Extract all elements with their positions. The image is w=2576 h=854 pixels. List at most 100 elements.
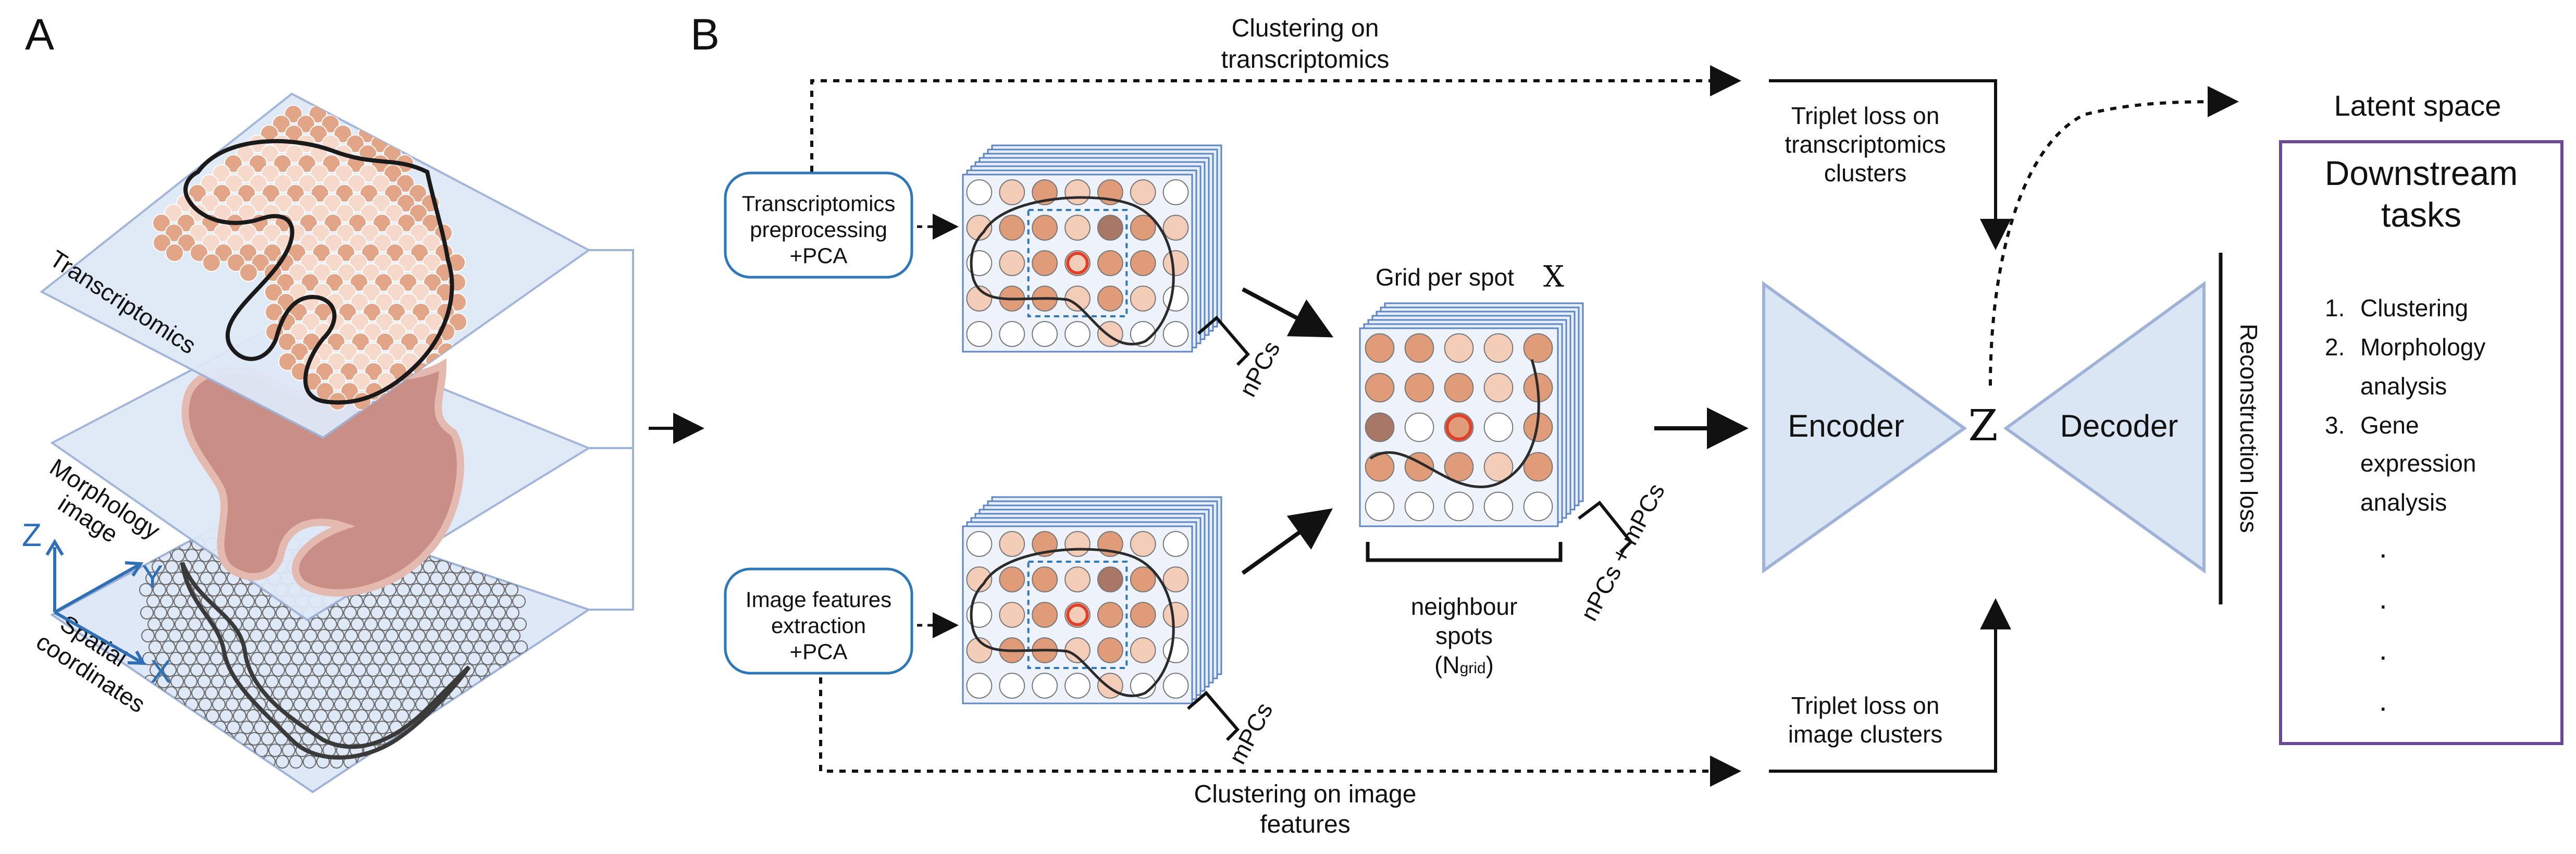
spot (476, 686, 489, 700)
axis-x-label: X (150, 654, 171, 690)
spot (326, 663, 339, 677)
spot (367, 686, 381, 700)
spot (499, 595, 512, 608)
dotted-arrow-image (819, 677, 1741, 787)
spot (187, 744, 201, 757)
spot (153, 583, 166, 597)
spot (497, 549, 510, 562)
spot (394, 686, 408, 700)
spot (1064, 531, 1091, 557)
task-3-line1: Gene (2360, 412, 2419, 439)
spot (440, 652, 454, 665)
spot (478, 732, 491, 746)
spot (434, 663, 448, 677)
spot (352, 640, 365, 654)
spot (154, 606, 167, 620)
spot (443, 721, 457, 734)
spot (139, 732, 153, 746)
spot (490, 560, 504, 574)
triplet-trans-1: Triplet loss on (1791, 102, 1940, 129)
spot (999, 566, 1025, 592)
spot (227, 721, 240, 734)
spot (370, 755, 384, 769)
spot (1032, 673, 1058, 699)
spot (303, 755, 316, 769)
spot (1444, 333, 1474, 363)
spot (436, 560, 450, 574)
downstream-title-1: Downstream (2325, 154, 2518, 192)
spot (1483, 333, 1514, 363)
layer-bracket (589, 249, 634, 611)
spot (181, 606, 194, 620)
spot (282, 744, 295, 757)
spot (351, 617, 364, 631)
spot (1523, 491, 1553, 522)
spot (431, 595, 444, 608)
spot (444, 595, 458, 608)
spot (1523, 333, 1553, 363)
spot (510, 698, 524, 711)
spot (1162, 673, 1189, 699)
spot (415, 698, 429, 711)
spot (292, 675, 306, 688)
spot (145, 721, 159, 734)
spot (483, 549, 497, 562)
spot (450, 709, 463, 723)
spot (271, 663, 285, 677)
transcriptomics-outline (183, 139, 454, 405)
spot (966, 179, 993, 205)
task-3-line2: expression (2360, 450, 2476, 477)
spot (307, 698, 320, 711)
spot (203, 640, 216, 654)
spot (278, 332, 296, 351)
center-spot (1066, 603, 1089, 626)
spot (400, 652, 413, 665)
spot (451, 732, 464, 746)
spot (327, 686, 340, 700)
grid-title: Grid per spot (1376, 264, 1514, 291)
neighbour-bracket (1366, 542, 1563, 562)
task-2-line2: analysis (2360, 373, 2447, 400)
spot (420, 663, 434, 677)
spot (453, 629, 466, 642)
spot (249, 606, 262, 620)
spot (1365, 491, 1395, 522)
spot (1444, 412, 1474, 442)
spot (300, 686, 313, 700)
spot (413, 652, 427, 665)
spot (166, 583, 180, 597)
spot (1097, 286, 1123, 312)
spot (321, 721, 335, 734)
arrow-image-to-grid (1241, 508, 1333, 575)
triplet-trans-3: clusters (1824, 159, 1906, 187)
spot (175, 617, 188, 631)
spot (166, 732, 180, 746)
ellipsis-dot-1: . (2379, 531, 2387, 564)
spot (500, 617, 513, 631)
triplet-img-2: image clusters (1788, 721, 1943, 748)
spot (1444, 452, 1474, 482)
spot (197, 675, 211, 688)
spot (1523, 452, 1553, 482)
spot (462, 537, 476, 551)
spot (289, 755, 303, 769)
clustering-image-1: Clustering on image (1194, 781, 1417, 808)
spot (178, 686, 191, 700)
arrow-triplet-trans (1769, 79, 2011, 250)
spot (382, 709, 395, 723)
spot (449, 537, 462, 551)
spot (381, 686, 394, 700)
spot (388, 698, 402, 711)
spot (254, 721, 267, 734)
spot (414, 675, 428, 688)
spot (196, 652, 210, 665)
spot (226, 698, 239, 711)
spot (318, 652, 332, 665)
spot (477, 560, 490, 574)
spot (1032, 215, 1058, 241)
spot (419, 640, 433, 654)
spot (333, 675, 346, 688)
ngrid-label: (Ngrid) (1434, 651, 1494, 678)
image-features-box (724, 567, 913, 675)
spot (397, 583, 410, 597)
